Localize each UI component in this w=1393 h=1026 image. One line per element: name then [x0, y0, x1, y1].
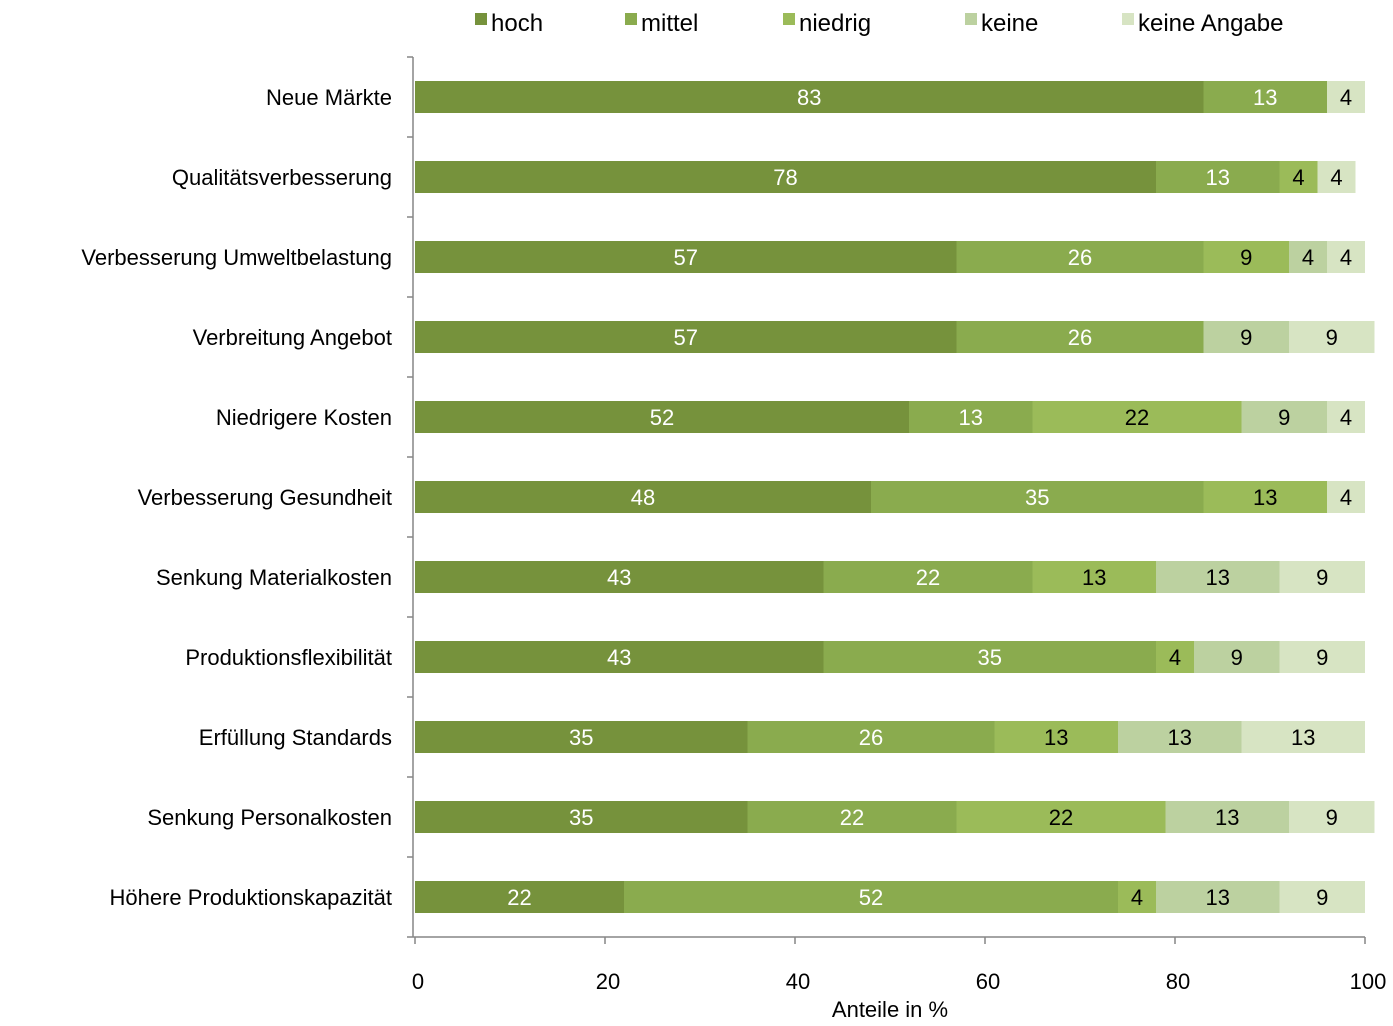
axes-group: Neue Märkte Qualitätsverbesserung Verbesse… [81, 57, 1386, 994]
bar-value-label: 22 [1125, 405, 1149, 430]
bar-value-label: 83 [797, 85, 821, 110]
bar-value-label: 9 [1278, 405, 1290, 430]
category-label: Verbesserung Gesundheit [138, 485, 392, 510]
category-label: Produktionsflexibilität [185, 645, 392, 670]
x-tick-label: 80 [1166, 969, 1190, 994]
bar-value-label: 35 [569, 725, 593, 750]
bar-value-label: 35 [569, 805, 593, 830]
bar-value-label: 4 [1302, 245, 1314, 270]
category-label: Höhere Produktionskapazität [110, 885, 393, 910]
bar-value-label: 13 [1291, 725, 1315, 750]
category-label: Verbreitung Angebot [193, 325, 392, 350]
bar-value-label: 78 [773, 165, 797, 190]
bar-value-label: 57 [674, 325, 698, 350]
bar-value-label: 26 [1068, 245, 1092, 270]
bar-value-label: 13 [1082, 565, 1106, 590]
bar-value-label: 48 [631, 485, 655, 510]
bar-value-label: 9 [1231, 645, 1243, 670]
legend-swatch [1122, 13, 1134, 25]
bar-value-label: 13 [1215, 805, 1239, 830]
category-label: Senkung Materialkosten [156, 565, 392, 590]
bar-value-label: 22 [507, 885, 531, 910]
bar-value-label: 4 [1131, 885, 1143, 910]
category-label: Erfüllung Standards [199, 725, 392, 750]
legend-label: hoch [491, 10, 543, 37]
bar-value-label: 4 [1292, 165, 1304, 190]
bar-value-label: 52 [859, 885, 883, 910]
x-tick-label: 40 [786, 969, 810, 994]
bar-value-label: 9 [1240, 245, 1252, 270]
bar-value-label: 35 [1025, 485, 1049, 510]
bar-value-label: 13 [1206, 565, 1230, 590]
bar-value-label: 43 [607, 565, 631, 590]
x-tick-label: 60 [976, 969, 1000, 994]
bar-value-label: 13 [1206, 885, 1230, 910]
bar-value-label: 13 [1044, 725, 1068, 750]
bar-value-label: 9 [1326, 805, 1338, 830]
bar-value-label: 9 [1316, 885, 1328, 910]
x-tick-label: 0 [412, 969, 424, 994]
legend-swatch [475, 13, 487, 25]
bar-value-label: 13 [1253, 85, 1277, 110]
bar-value-label: 52 [650, 405, 674, 430]
category-label: Neue Märkte [266, 85, 392, 110]
x-tick-label: 100 [1350, 969, 1387, 994]
bar-value-label: 13 [1253, 485, 1277, 510]
category-label: Senkung Personalkosten [147, 805, 392, 830]
bar-value-label: 9 [1316, 645, 1328, 670]
legend-label: mittel [641, 10, 698, 37]
legend-label: niedrig [799, 10, 871, 37]
bar-value-label: 9 [1240, 325, 1252, 350]
bar-value-label: 4 [1340, 245, 1352, 270]
bar-value-label: 57 [674, 245, 698, 270]
bar-value-label: 22 [916, 565, 940, 590]
legend-label: keine [981, 10, 1038, 37]
category-label: Niedrigere Kosten [216, 405, 392, 430]
bar-value-label: 26 [1068, 325, 1092, 350]
bars-group: 83 13 4 78 13 4 4 57 26 9 4 4 57 26 9 9 52 13 22 9 4 48 35 13 4 4… [415, 81, 1375, 913]
bar-value-label: 26 [859, 725, 883, 750]
x-axis-title: Anteile in % [832, 997, 948, 1021]
bar-value-label: 4 [1340, 485, 1352, 510]
bar-value-label: 9 [1326, 325, 1338, 350]
bar-value-label: 4 [1340, 85, 1352, 110]
bar-value-label: 43 [607, 645, 631, 670]
legend-swatch [783, 13, 795, 25]
bar-value-label: 22 [1049, 805, 1073, 830]
category-label: Verbesserung Umweltbelastung [81, 245, 392, 270]
bar-value-label: 4 [1340, 405, 1352, 430]
bar-value-label: 13 [959, 405, 983, 430]
legend-swatch [625, 13, 637, 25]
bar-value-label: 4 [1169, 645, 1181, 670]
bar-value-label: 4 [1330, 165, 1342, 190]
legend: hoch mittel niedrig keine keine Angabe [475, 10, 1283, 37]
bar-value-label: 22 [840, 805, 864, 830]
x-tick-label: 20 [596, 969, 620, 994]
legend-label: keine Angabe [1138, 10, 1283, 37]
bar-value-label: 9 [1316, 565, 1328, 590]
bar-value-label: 13 [1206, 165, 1230, 190]
category-label: Qualitätsverbesserung [172, 165, 392, 190]
bar-value-label: 35 [978, 645, 1002, 670]
bar-value-label: 13 [1168, 725, 1192, 750]
legend-swatch [965, 13, 977, 25]
